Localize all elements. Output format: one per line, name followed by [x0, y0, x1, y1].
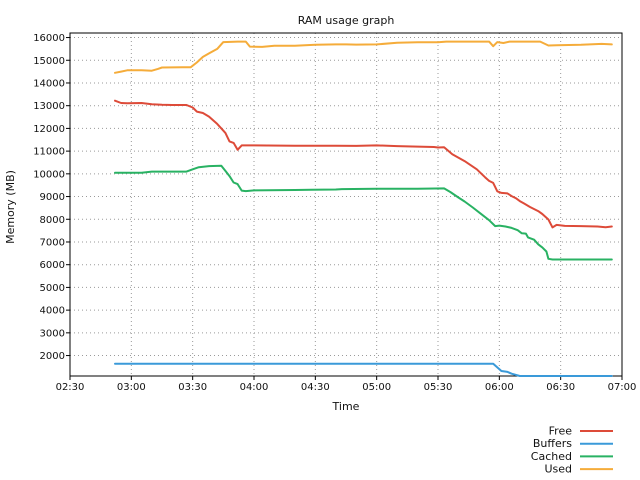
- legend-label-free: Free: [549, 425, 573, 438]
- y-tick-label: 15000: [33, 56, 65, 67]
- plot-area: [69, 32, 623, 377]
- y-tick-label: 9000: [40, 192, 65, 203]
- series-line-free: [114, 99, 613, 229]
- x-tick-label: 04:30: [301, 382, 330, 393]
- series-layer: [114, 40, 613, 377]
- y-tick-label: 11000: [33, 147, 65, 158]
- series-line-buffers: [114, 362, 613, 377]
- y-tick-label: 8000: [40, 215, 65, 226]
- y-tick-label: 12000: [33, 124, 65, 135]
- legend-label-cached: Cached: [531, 450, 572, 463]
- x-tick-label: 05:00: [362, 382, 391, 393]
- y-tick-label: 3000: [40, 328, 65, 339]
- x-tick-label: 06:00: [485, 382, 514, 393]
- series-line-used: [114, 40, 613, 74]
- y-tick-label: 7000: [40, 237, 65, 248]
- x-tick-label: 05:30: [424, 382, 453, 393]
- x-tick-label: 03:00: [117, 382, 146, 393]
- legend-label-used: Used: [544, 463, 572, 476]
- y-axis-label: Memory (MB): [4, 170, 17, 244]
- legend-label-buffers: Buffers: [533, 437, 572, 450]
- x-axis: 02:30 03:00 03:30 04:00 04:30 05:00 05:30 06:00…: [56, 376, 637, 393]
- y-tick-label: 10000: [33, 169, 65, 180]
- y-tick-label: 13000: [33, 101, 65, 112]
- x-tick-label: 04:00: [240, 382, 269, 393]
- y-tick-label: 14000: [33, 78, 65, 89]
- x-tick-label: 06:30: [546, 382, 575, 393]
- series-line-cached: [114, 164, 613, 261]
- y-tick-label: 5000: [40, 283, 65, 294]
- x-tick-label: 02:30: [56, 382, 85, 393]
- x-tick-label: 03:30: [178, 382, 207, 393]
- y-tick-label: 6000: [40, 260, 65, 271]
- x-axis-label: Time: [332, 400, 360, 413]
- grid: [70, 33, 622, 376]
- y-tick-label: 4000: [40, 306, 65, 317]
- y-tick-label: 2000: [40, 351, 65, 362]
- y-axis: 2000 3000 4000 5000 6000 7000 8000 9000 10000 110…: [33, 33, 70, 362]
- chart-title: RAM usage graph: [298, 14, 395, 27]
- x-tick-label: 07:00: [608, 382, 637, 393]
- y-tick-label: 16000: [33, 33, 65, 44]
